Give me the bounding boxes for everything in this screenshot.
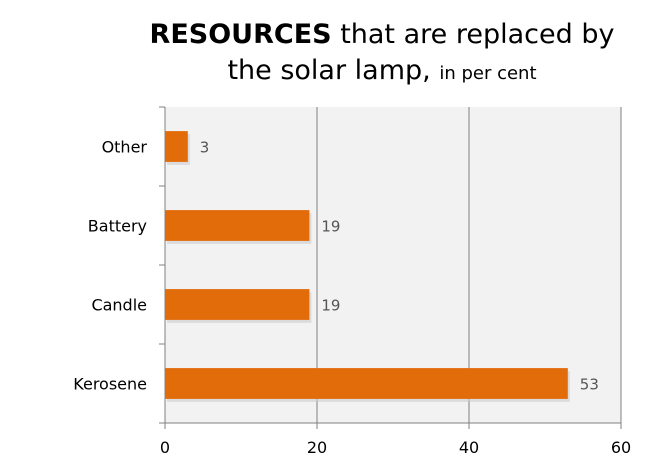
chart-title-bold: RESOURCES	[149, 19, 332, 50]
data-label-battery: 19	[321, 218, 340, 236]
bar-other	[165, 131, 188, 162]
category-label-candle: Candle	[91, 296, 147, 315]
chart-title-line-1: RESOURCES that are replaced by	[0, 18, 654, 52]
category-label-kerosene: Kerosene	[73, 375, 147, 394]
x-tick-label-0: 0	[160, 438, 170, 457]
bar-battery	[165, 210, 310, 241]
category-label-other: Other	[102, 138, 148, 157]
chart-title-unit: in per cent	[439, 63, 537, 84]
chart-title-rest: that are replaced by	[340, 19, 615, 50]
bar-candle	[165, 289, 310, 320]
chart-title-line-2: the solar lamp, in per cent	[0, 54, 654, 91]
data-label-candle: 19	[321, 297, 340, 315]
data-label-kerosene: 53	[580, 376, 599, 394]
x-tick-label-40: 40	[459, 438, 479, 457]
category-label-battery: Battery	[88, 217, 147, 236]
x-tick-label-20: 20	[307, 438, 327, 457]
bar-kerosene	[165, 368, 568, 399]
chart-title-line2-text: the solar lamp,	[227, 55, 431, 86]
data-label-other: 3	[200, 139, 210, 157]
x-tick-label-60: 60	[611, 438, 631, 457]
